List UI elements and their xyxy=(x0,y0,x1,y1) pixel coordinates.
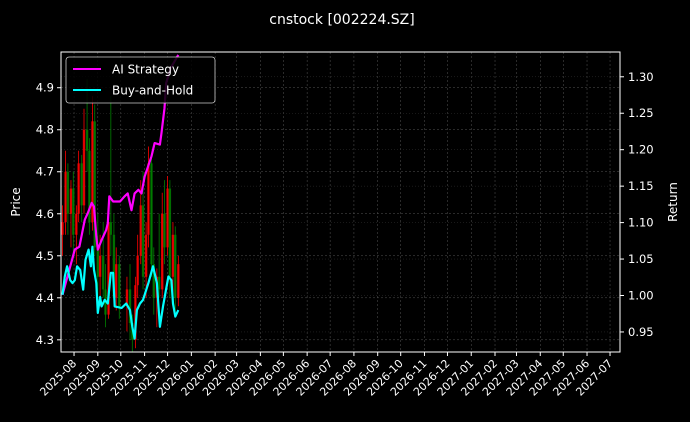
candle-body xyxy=(82,129,86,206)
chart-title: cnstock [002224.SZ] xyxy=(269,12,414,28)
candle xyxy=(69,180,73,248)
y-right-tick-label: 1.05 xyxy=(628,252,654,266)
candle-body xyxy=(77,163,80,214)
candle-body xyxy=(115,264,118,298)
candle-body xyxy=(141,205,145,277)
legend: AI Strategy Buy-and-Hold xyxy=(65,56,216,104)
candle-body xyxy=(109,222,113,235)
candle xyxy=(61,205,64,256)
candle xyxy=(136,234,139,298)
candle xyxy=(96,213,100,298)
candle-body xyxy=(66,171,70,214)
candle-body xyxy=(64,171,67,223)
y-left-tick-label: 4.7 xyxy=(36,165,54,179)
candle-body xyxy=(139,205,142,256)
candle xyxy=(72,171,75,256)
candle-body xyxy=(72,188,75,235)
y-right-tick-label: 0.95 xyxy=(628,325,654,339)
y-right-tick-label: 1.25 xyxy=(628,106,654,120)
candle-body xyxy=(136,255,139,286)
candle-body xyxy=(125,289,129,307)
candle xyxy=(177,255,180,307)
candle xyxy=(75,205,78,265)
candle-body xyxy=(128,289,132,324)
candle-body xyxy=(152,264,155,298)
candle xyxy=(66,163,70,235)
legend-box xyxy=(65,56,216,104)
candle-body xyxy=(75,213,78,235)
candle xyxy=(161,192,164,298)
candle-body xyxy=(88,150,91,223)
candle-body xyxy=(147,163,150,235)
candle-body xyxy=(118,264,121,307)
candle xyxy=(141,171,145,290)
candle-body xyxy=(163,213,166,248)
candle-body xyxy=(101,255,105,290)
candle-body xyxy=(96,247,100,277)
candle-body xyxy=(144,234,148,277)
y-axis-left: 4.3 4.4 4.5 4.6 4.7 4.8 4.9 xyxy=(36,81,61,347)
candle-body xyxy=(80,163,83,206)
candle-body xyxy=(91,121,94,223)
y-axis-right: 0.95 1.00 1.05 1.10 1.15 1.20 1.25 1.30 xyxy=(620,70,654,339)
candle-body xyxy=(98,255,102,277)
y-left-tick-label: 4.8 xyxy=(36,123,54,137)
y-right-tick-label: 1.00 xyxy=(628,288,654,302)
candle-body xyxy=(112,234,116,298)
candle xyxy=(115,247,118,311)
candle xyxy=(93,104,96,256)
candle xyxy=(64,150,67,235)
candle xyxy=(152,247,155,315)
candle xyxy=(91,96,94,231)
candle xyxy=(150,154,153,277)
candle-body xyxy=(174,234,177,298)
candle xyxy=(163,180,166,265)
candle-body xyxy=(150,163,153,265)
candle-body xyxy=(157,276,161,290)
candle-body xyxy=(161,213,164,290)
candlesticks xyxy=(61,79,180,353)
candle xyxy=(174,226,177,315)
candle-body xyxy=(177,264,180,298)
candle xyxy=(80,154,83,223)
series-lines xyxy=(61,54,180,340)
legend-label-buy-and-hold: Buy-and-Hold xyxy=(112,84,193,98)
y-left-tick-label: 4.9 xyxy=(36,81,54,95)
candle-body xyxy=(171,234,175,277)
candle xyxy=(144,222,148,298)
y-left-tick-label: 4.4 xyxy=(36,291,54,305)
y-left-tick-label: 4.3 xyxy=(36,333,54,347)
candle-body xyxy=(61,222,64,235)
candle xyxy=(128,264,132,340)
line-buy-and-hold xyxy=(61,245,180,340)
candle-body xyxy=(134,285,137,340)
candle-body xyxy=(166,188,169,248)
candle-body xyxy=(168,188,172,277)
candle-body xyxy=(107,222,110,315)
y-right-tick-label: 1.20 xyxy=(628,143,654,157)
y-left-tick-label: 4.6 xyxy=(36,207,54,221)
y-left-tick-label: 4.5 xyxy=(36,249,54,263)
candle xyxy=(157,213,161,298)
y-right-tick-label: 1.10 xyxy=(628,216,654,230)
y-axis-left-label: Price xyxy=(9,187,23,216)
line-ai-strategy xyxy=(61,54,180,296)
candle xyxy=(77,150,80,223)
legend-label-ai-strategy: AI Strategy xyxy=(112,63,179,77)
y-right-tick-label: 1.15 xyxy=(628,179,654,193)
y-axis-right-label: Return xyxy=(666,182,680,222)
candle xyxy=(166,175,169,256)
y-right-tick-label: 1.30 xyxy=(628,70,654,84)
candle xyxy=(88,138,91,235)
candle-body xyxy=(85,129,89,151)
candle-body xyxy=(93,121,96,248)
candle xyxy=(82,108,86,214)
candle-body xyxy=(69,188,73,214)
candle xyxy=(109,96,113,256)
plot-frame xyxy=(60,51,621,353)
